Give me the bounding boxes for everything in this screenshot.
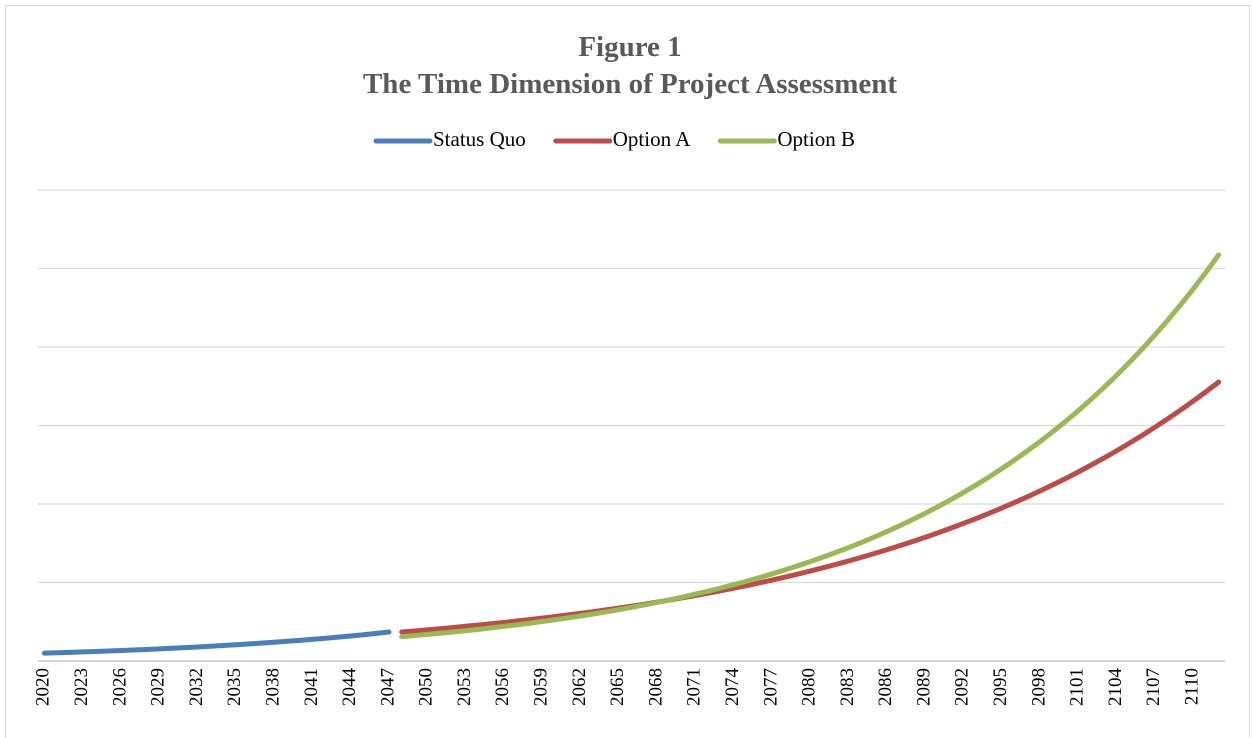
x-tick-label: 2086 bbox=[875, 668, 896, 706]
x-tick-label: 2080 bbox=[799, 668, 820, 706]
x-tick-label: 2023 bbox=[71, 668, 92, 706]
x-tick-label: 2065 bbox=[607, 668, 628, 706]
x-tick-label: 2020 bbox=[33, 668, 54, 706]
series-line bbox=[399, 252, 1222, 640]
legend-label: Option B bbox=[777, 127, 855, 151]
series-line bbox=[399, 379, 1222, 635]
x-tick-label: 2101 bbox=[1067, 668, 1088, 706]
legend-label: Status Quo bbox=[433, 127, 526, 151]
x-tick-label: 2068 bbox=[645, 668, 666, 706]
x-tick-label: 2056 bbox=[492, 668, 513, 706]
x-tick-label: 2029 bbox=[148, 668, 169, 706]
x-tick-label: 2071 bbox=[684, 668, 705, 706]
x-tick-label: 2026 bbox=[109, 668, 130, 706]
x-tick-label: 2110 bbox=[1181, 668, 1202, 705]
x-tick-label: 2050 bbox=[416, 668, 437, 706]
x-tick-label: 2104 bbox=[1105, 668, 1126, 707]
x-tick-label: 2041 bbox=[301, 668, 322, 706]
x-tick-label: 2053 bbox=[454, 668, 475, 706]
chart-title: Figure 1 bbox=[578, 31, 681, 63]
x-tick-label: 2089 bbox=[913, 668, 934, 706]
x-tick-label: 2098 bbox=[1028, 668, 1049, 706]
x-tick-label: 2062 bbox=[569, 668, 590, 706]
x-tick-label: 2107 bbox=[1143, 668, 1164, 706]
x-tick-label: 2032 bbox=[186, 668, 207, 706]
x-tick-label: 2044 bbox=[339, 668, 360, 707]
x-tick-label: 2074 bbox=[722, 668, 743, 707]
x-tick-label: 2035 bbox=[224, 668, 245, 706]
x-tick-label: 2038 bbox=[262, 668, 283, 706]
legend-label: Option A bbox=[613, 127, 691, 151]
x-tick-label: 2092 bbox=[952, 668, 973, 706]
chart-subtitle: The Time Dimension of Project Assessment bbox=[363, 68, 897, 100]
x-tick-label: 2059 bbox=[531, 668, 552, 706]
x-tick-label: 2077 bbox=[760, 668, 781, 706]
series-line bbox=[41, 629, 392, 656]
x-tick-label: 2083 bbox=[837, 668, 858, 706]
chart-frame bbox=[5, 5, 1250, 738]
x-tick-label: 2047 bbox=[377, 668, 398, 706]
x-tick-label: 2095 bbox=[990, 668, 1011, 706]
